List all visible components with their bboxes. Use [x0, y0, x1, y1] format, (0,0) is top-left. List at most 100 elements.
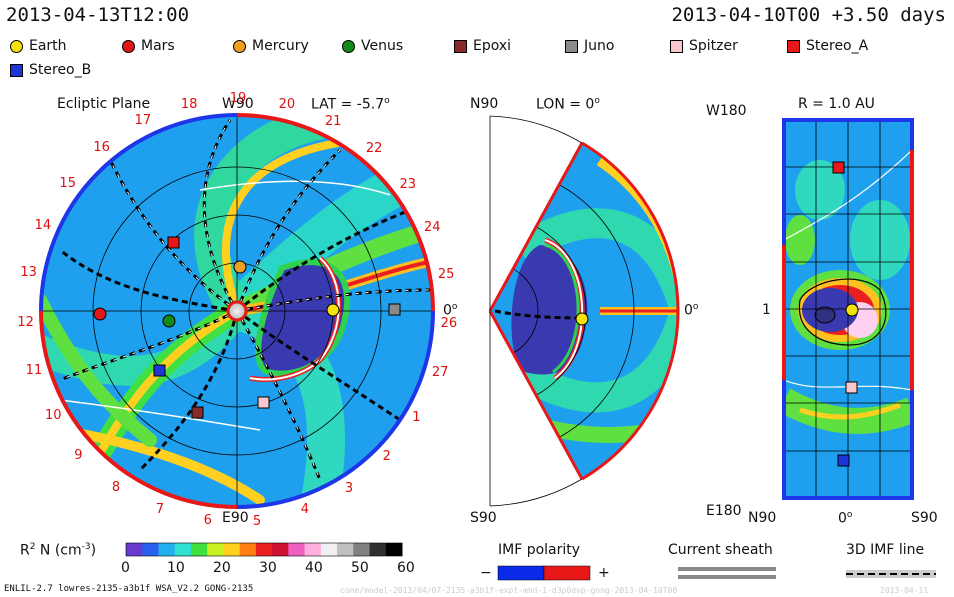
sector-number: 4: [300, 502, 310, 518]
meridional-right-label: 0o: [684, 302, 699, 319]
legend-item-epoxi: Epoxi: [454, 38, 511, 54]
sector-number: 19: [229, 91, 247, 106]
sector-number: 27: [431, 364, 449, 380]
colorbar-segment: [288, 543, 306, 556]
legend-label: Stereo_B: [29, 62, 92, 78]
legend-item-stereo-a: Stereo_A: [787, 38, 868, 54]
colorbar-segment: [272, 543, 289, 556]
ecliptic-right-label: 0o: [443, 302, 458, 319]
imf-polarity-negative: [497, 565, 545, 581]
colorbar-tick-label: 50: [351, 560, 369, 576]
spitzer-square-icon: [670, 39, 683, 53]
sector-number: 14: [34, 218, 52, 234]
meridional-top-label: N90: [470, 96, 499, 112]
sun-icon: [226, 300, 248, 322]
ecliptic-title: Ecliptic Plane: [57, 96, 151, 112]
colorbar-tick-label: 30: [259, 560, 277, 576]
legend-item-juno: Juno: [565, 38, 614, 54]
legend-item-stereo-b: Stereo_B: [10, 62, 91, 78]
meridional-lon-label: LON = 0o: [536, 96, 600, 113]
colorbar-tick-label: 10: [167, 560, 185, 576]
sector-number: 16: [93, 140, 110, 156]
colorbar-segment: [369, 543, 387, 556]
sector-number: 22: [365, 141, 383, 157]
legend-label: Mercury: [252, 38, 309, 54]
legend-label: Mars: [141, 38, 175, 54]
colorbar-tick-label: 60: [397, 560, 415, 576]
shell-x-left-label: N90: [748, 510, 777, 526]
colorbar-tick-label: 40: [305, 560, 323, 576]
stereo-a-square-icon: [787, 39, 800, 53]
shell-panel: [782, 118, 914, 500]
current-sheath-symbol: [678, 567, 776, 579]
sector-number: 2: [382, 449, 391, 465]
mercury-circle-icon: [233, 39, 246, 53]
ecliptic-bottom-label: E90: [222, 510, 249, 526]
spitzer-marker-shell: [845, 381, 858, 394]
legend-item-mars: Mars: [122, 38, 175, 54]
colorbar-segment: [142, 543, 159, 556]
spitzer-marker: [257, 396, 270, 409]
earth-marker-shell: [845, 303, 859, 317]
legend-label: Spitzer: [689, 38, 738, 54]
imf-plus-sign: +: [598, 565, 610, 581]
meridional-bottom-label: S90: [470, 510, 497, 526]
stereo-a-marker-shell: [832, 161, 845, 174]
stereo-b-marker-shell: [837, 454, 850, 467]
legend-item-earth: Earth: [10, 38, 67, 54]
earth-circle-icon: [10, 39, 23, 53]
legend-label: Stereo_A: [806, 38, 869, 54]
shell-x-mid-label: 0o: [838, 510, 853, 527]
colorbar-tick-label: 20: [213, 560, 231, 576]
sector-number: 5: [252, 513, 262, 529]
imf-line-title: 3D IMF line: [846, 542, 925, 558]
colorbar-segment: [223, 543, 241, 556]
legend-label: Venus: [361, 38, 404, 54]
density-colorbar: [125, 542, 403, 557]
model-info-footer: ENLIL-2.7 lowres-2135-a3b1f WSA_V2.2 GON…: [4, 584, 254, 594]
sector-number: 25: [437, 266, 455, 282]
colorbar-segment: [126, 543, 143, 556]
shell-top-left-label: W180: [706, 103, 747, 119]
sector-number: 15: [59, 175, 76, 191]
legend-item-spitzer: Spitzer: [670, 38, 738, 54]
shell-x-right-label: S90: [911, 510, 938, 526]
sector-number: 20: [278, 96, 296, 112]
earth-marker: [326, 303, 340, 317]
shell-mid-left-label: 1: [762, 302, 771, 318]
legend-label: Earth: [29, 38, 67, 54]
imf-polarity-title: IMF polarity: [498, 542, 581, 558]
mars-circle-icon: [122, 39, 135, 53]
sector-number: 7: [155, 501, 165, 517]
imf-polarity-positive: [543, 565, 591, 581]
colorbar-segment: [158, 543, 176, 556]
sector-number: 11: [25, 363, 43, 379]
stereo-b-square-icon: [10, 63, 23, 77]
colorbar-segment: [337, 543, 354, 556]
colorbar-segment: [385, 543, 403, 556]
run-date-footer: 2013-04-11: [880, 586, 929, 595]
sector-number: 18: [180, 96, 198, 112]
current-sheath-title: Current sheath: [668, 542, 773, 558]
colorbar-segment: [353, 543, 371, 556]
colorbar-segment: [190, 543, 208, 556]
sector-number: 12: [17, 314, 34, 330]
colorbar-segment: [320, 543, 338, 556]
colorbar-segment: [207, 543, 224, 556]
sector-number: 8: [111, 479, 121, 495]
venus-circle-icon: [342, 39, 355, 53]
sector-number: 6: [203, 513, 212, 529]
ecliptic-lat-label: LAT = -5.7o: [311, 96, 390, 113]
legend-item-mercury: Mercury: [233, 38, 309, 54]
colorbar-label: R2 N (cm-3): [20, 542, 97, 559]
legend-label: Epoxi: [473, 38, 512, 54]
sector-number: 10: [45, 408, 62, 424]
ecliptic-top-label: W90: [222, 96, 254, 112]
shell-bottom-left-label: E180: [706, 503, 742, 519]
sector-number: 21: [324, 113, 342, 129]
colorbar-tick-label: 0: [121, 560, 130, 576]
shell-title: R = 1.0 AU: [798, 96, 875, 112]
colorbar-segment: [174, 543, 192, 556]
model-run-time: 2013-04-10T00 +3.50 days: [671, 4, 946, 26]
epoxi-marker: [191, 406, 204, 419]
